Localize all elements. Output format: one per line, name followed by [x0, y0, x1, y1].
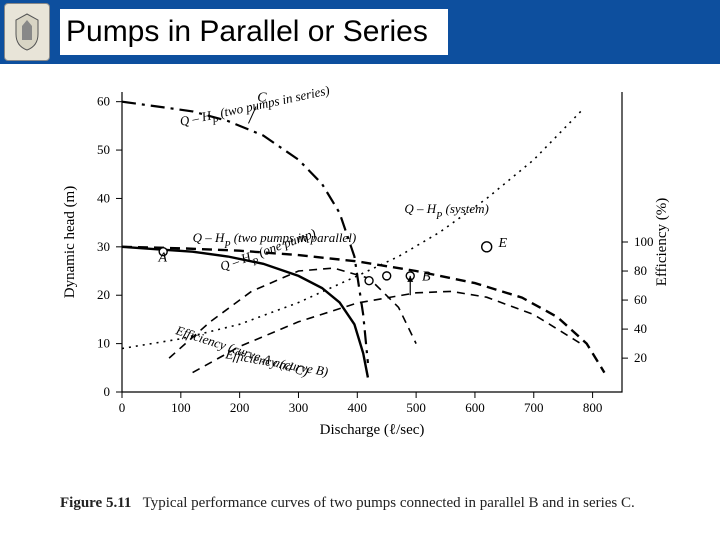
svg-text:700: 700 — [524, 400, 544, 415]
svg-text:20: 20 — [97, 287, 110, 302]
svg-text:200: 200 — [230, 400, 250, 415]
svg-text:80: 80 — [634, 263, 647, 278]
svg-text:0: 0 — [104, 384, 111, 399]
svg-text:400: 400 — [348, 400, 368, 415]
logo-emblem — [4, 3, 50, 61]
figure-area: 0100200300400500600700800Discharge (ℓ/se… — [0, 64, 720, 540]
svg-text:30: 30 — [97, 239, 110, 254]
pump-curves-chart: 0100200300400500600700800Discharge (ℓ/se… — [30, 74, 670, 454]
svg-text:10: 10 — [97, 336, 110, 351]
svg-text:20: 20 — [634, 350, 647, 365]
svg-text:60: 60 — [97, 94, 110, 109]
figure-caption: Figure 5.11 Typical performance curves o… — [60, 495, 635, 512]
svg-text:600: 600 — [465, 400, 485, 415]
slide-title: Pumps in Parallel or Series — [60, 9, 448, 55]
caption-label: Figure 5.11 — [60, 495, 131, 511]
caption-text: Typical performance curves of two pumps … — [143, 495, 635, 511]
svg-text:800: 800 — [583, 400, 603, 415]
svg-text:Efficiency (%): Efficiency (%) — [654, 198, 670, 286]
curve-label-system: Q – HP (system) — [404, 201, 488, 222]
svg-text:0: 0 — [119, 400, 126, 415]
curve-label-effB: Efficiency (curve B) — [223, 346, 329, 379]
marker-op2 — [383, 272, 391, 280]
letter-A: A — [157, 250, 167, 265]
svg-text:Dynamic head (m): Dynamic head (m) — [62, 186, 78, 298]
curve-label-series: Q – HP (two pumps in series) — [178, 82, 332, 134]
letter-E: E — [497, 236, 507, 251]
svg-text:300: 300 — [289, 400, 309, 415]
svg-text:40: 40 — [634, 321, 647, 336]
svg-text:50: 50 — [97, 142, 110, 157]
svg-text:Discharge (ℓ/sec): Discharge (ℓ/sec) — [320, 422, 425, 438]
svg-text:60: 60 — [634, 292, 647, 307]
marker-E — [482, 242, 492, 252]
svg-text:40: 40 — [97, 190, 110, 205]
slide-header: Pumps in Parallel or Series — [0, 0, 720, 64]
svg-text:100: 100 — [171, 400, 191, 415]
svg-text:500: 500 — [406, 400, 426, 415]
svg-text:100: 100 — [634, 234, 654, 249]
marker-op1 — [365, 277, 373, 285]
letter-B: B — [422, 270, 431, 285]
